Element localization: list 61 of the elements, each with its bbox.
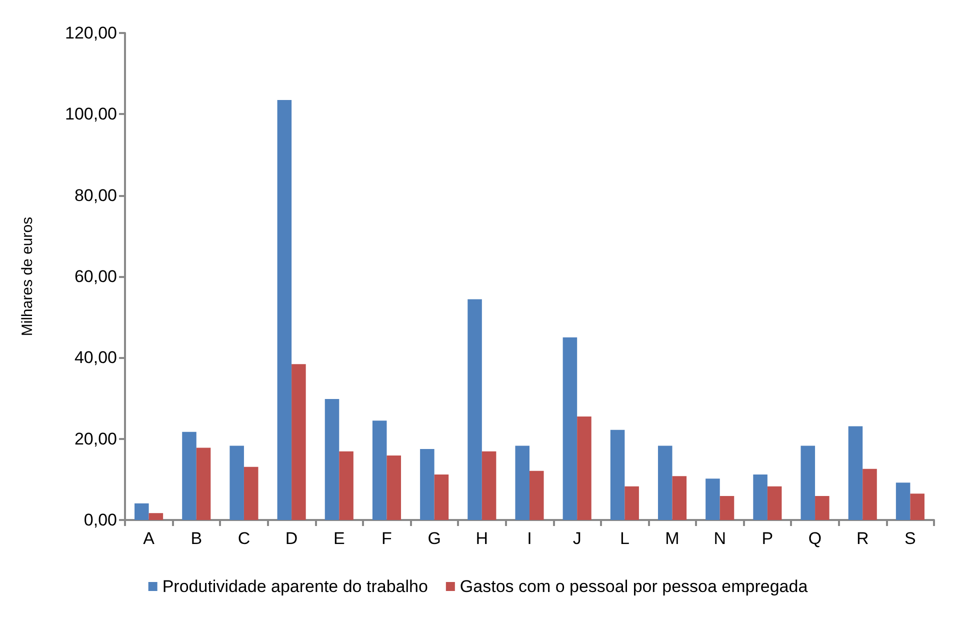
bar (862, 468, 877, 520)
bar (372, 420, 387, 520)
x-tick-label: B (190, 529, 202, 548)
bar (468, 299, 482, 520)
x-tick-label: L (620, 529, 630, 548)
x-tick-label: I (527, 529, 532, 548)
bar (324, 399, 340, 520)
bar (815, 496, 830, 520)
bar (720, 496, 734, 520)
x-tick-label: A (143, 529, 156, 548)
bar (148, 513, 164, 520)
x-tick-label: N (714, 529, 726, 548)
x-tick-label: C (238, 529, 250, 548)
x-tick-label: F (382, 529, 392, 548)
bar (134, 503, 149, 520)
y-tick-label: 60,00 (74, 267, 117, 286)
legend-label: Produtividade aparente do trabalho (162, 577, 428, 596)
bar (658, 446, 672, 520)
bar (515, 446, 530, 520)
bar (753, 474, 768, 520)
bar (420, 448, 434, 520)
bar (577, 416, 592, 520)
y-tick-label: 40,00 (74, 348, 117, 368)
bar (767, 486, 782, 520)
bar (339, 451, 354, 520)
y-tick-label: 80,00 (74, 186, 117, 205)
x-tick-label: D (285, 529, 298, 548)
bar (624, 486, 639, 520)
legend-label: Gastos com o pessoal por pessoa empregada (460, 577, 808, 596)
x-tick-label: Q (808, 529, 822, 548)
bar (530, 470, 544, 520)
x-tick-label: M (665, 529, 680, 548)
y-tick-label: 100,00 (65, 104, 117, 124)
bar (800, 446, 816, 520)
bar (434, 474, 449, 520)
bar (482, 451, 496, 520)
bar (562, 337, 578, 520)
bar (706, 478, 720, 520)
bar (196, 448, 211, 520)
bar (292, 364, 306, 520)
bar (848, 426, 863, 520)
x-tick-label: S (904, 529, 916, 548)
y-tick-label: 0,00 (84, 510, 117, 530)
x-tick-label: J (572, 529, 582, 548)
bar (182, 432, 196, 520)
bar (277, 100, 292, 520)
bar (896, 482, 910, 520)
bar (610, 430, 625, 520)
bar (230, 446, 244, 520)
x-tick-label: P (762, 529, 774, 548)
y-tick-label: 120,00 (65, 24, 117, 42)
x-tick-label: H (476, 529, 488, 548)
x-tick-label: G (428, 529, 441, 548)
y-axis-title: Milhares de euros (19, 216, 36, 336)
bar (672, 476, 687, 520)
bar (244, 466, 258, 520)
y-tick-label: 20,00 (74, 429, 117, 448)
x-tick-label: E (333, 529, 345, 548)
bar (910, 494, 924, 520)
bar (386, 455, 402, 520)
x-tick-label: R (856, 529, 869, 548)
